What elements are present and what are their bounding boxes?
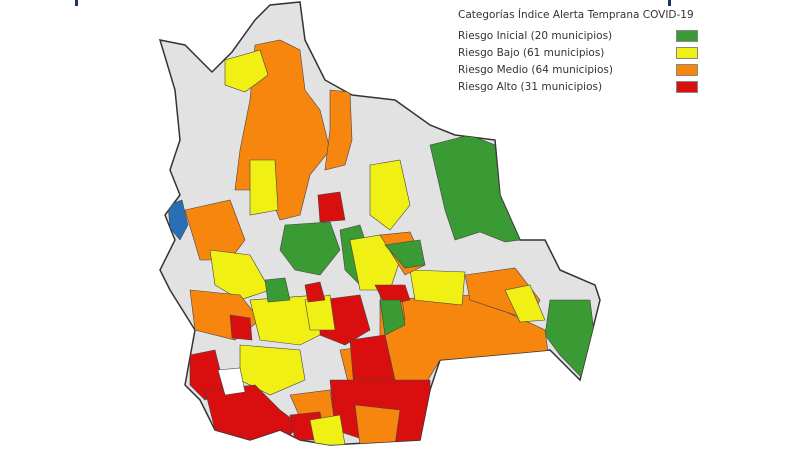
municipality-riesgo-inicial: [379, 299, 406, 336]
municipality-riesgo-bajo: [409, 269, 466, 306]
municipality-riesgo-alto: [317, 191, 346, 223]
legend-label: Riesgo Inicial (20 municipios): [458, 29, 613, 42]
header-fragment-left: [75, 0, 78, 6]
municipality-riesgo-bajo: [349, 234, 401, 291]
municipality-riesgo-alto: [304, 281, 326, 303]
municipality-riesgo-bajo: [224, 49, 269, 93]
municipality-riesgo-bajo: [309, 414, 346, 445]
legend-swatch: [676, 29, 698, 42]
municipality-riesgo-inicial: [429, 134, 521, 243]
lake-titicaca: [167, 199, 189, 241]
legend-item-riesgo-inicial: Riesgo Inicial (20 municipios): [458, 27, 698, 44]
legend-title: Categorías Índice Alerta Temprana COVID-…: [458, 9, 694, 21]
legend-label: Riesgo Medio (64 municipios): [458, 63, 613, 76]
legend-swatch: [676, 46, 698, 59]
legend-swatch: [676, 80, 698, 93]
municipality-riesgo-alto: [229, 314, 253, 341]
header-fragment-right: [668, 0, 671, 6]
municipality-riesgo-bajo: [369, 159, 411, 231]
municipality-riesgo-inicial: [384, 239, 426, 269]
legend-item-riesgo-bajo: Riesgo Bajo (61 municipios): [458, 44, 698, 61]
municipality-riesgo-alto: [204, 384, 301, 441]
municipality-riesgo-medio: [354, 404, 401, 445]
legend-item-riesgo-alto: Riesgo Alto (31 municipios): [458, 78, 698, 95]
municipality-riesgo-bajo: [504, 284, 546, 323]
municipality-riesgo-bajo: [249, 159, 279, 216]
map-legend: Categorías Índice Alerta Temprana COVID-…: [458, 9, 698, 95]
municipality-riesgo-inicial: [264, 277, 291, 303]
municipality-riesgo-bajo: [209, 249, 271, 301]
salar-area: [217, 367, 246, 396]
legend-label: Riesgo Bajo (61 municipios): [458, 46, 605, 59]
legend-label: Riesgo Alto (31 municipios): [458, 80, 603, 93]
legend-item-riesgo-medio: Riesgo Medio (64 municipios): [458, 61, 698, 78]
municipality-riesgo-inicial: [279, 221, 341, 276]
municipality-riesgo-medio: [184, 199, 246, 261]
legend-swatch: [676, 63, 698, 76]
